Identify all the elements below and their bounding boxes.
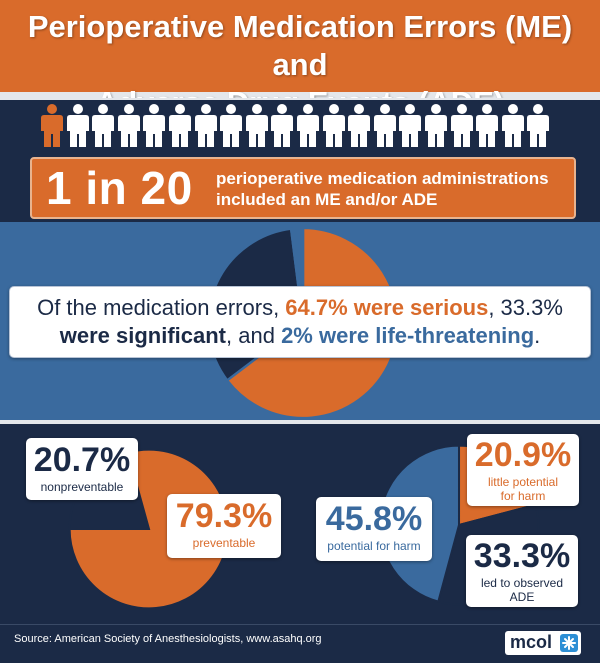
- headline-stat-box: 1 in 20 perioperative medication adminis…: [30, 157, 576, 219]
- little-harm-label-line-2: for harm: [500, 489, 546, 503]
- person-icon: [245, 104, 268, 147]
- person-icon: [501, 104, 524, 147]
- severity-text-part2: , 33.3%: [488, 295, 563, 320]
- person-icon: [271, 104, 294, 147]
- person-icon: [425, 104, 447, 147]
- severity-text-part1: Of the medication errors,: [37, 295, 286, 320]
- nonpreventable-label: nonpreventable: [40, 480, 124, 494]
- person-icon: [527, 104, 550, 147]
- title-line-1: Perioperative Medication Errors (ME) and: [27, 9, 573, 82]
- potential-harm-value: 45.8%: [325, 500, 423, 538]
- preventable-callout: 79.3% preventable: [167, 494, 281, 558]
- severity-callout: Of the medication errors, 64.7% were ser…: [9, 286, 591, 358]
- potential-harm-callout: 45.8% potential for harm: [316, 497, 432, 561]
- headline-stat-text: perioperative medication administrations…: [216, 168, 566, 210]
- person-icon: [348, 104, 371, 147]
- person-icon: [92, 104, 115, 147]
- source-text: Source: American Society of Anesthesiolo…: [14, 633, 322, 645]
- person-icon: [220, 104, 243, 147]
- person-icon: [297, 104, 319, 147]
- person-icon: [450, 104, 473, 147]
- person-icon: [66, 104, 89, 147]
- preventable-value: 79.3%: [175, 497, 273, 535]
- observed-ade-label-line-2: ADE: [509, 590, 535, 604]
- severity-significant-text: were significant: [59, 323, 227, 348]
- person-icon: [117, 104, 140, 147]
- mcol-logo: mcol: [505, 631, 581, 655]
- nonpreventable-value: 20.7%: [33, 441, 131, 479]
- observed-ade-callout: 33.3% led to observed ADE: [466, 535, 578, 607]
- headline-stat-text-line-1: perioperative medication administrations: [216, 169, 549, 188]
- observed-ade-label-line-1: led to observed: [480, 576, 564, 590]
- little-harm-label-line-1: little potential: [487, 475, 559, 489]
- person-icon: [194, 104, 217, 147]
- mcol-logo-icon: [560, 634, 578, 652]
- person-icon: [476, 104, 499, 147]
- title-band: [0, 0, 600, 92]
- person-icon: [322, 104, 345, 147]
- little-harm-value: 20.9%: [474, 436, 572, 474]
- severity-text-part4: .: [534, 323, 541, 348]
- headline-stat-text-line-2: included an ME and/or ADE: [216, 190, 438, 209]
- observed-ade-value: 33.3%: [473, 537, 571, 575]
- person-icon: [143, 104, 166, 147]
- preventable-label: preventable: [192, 536, 256, 550]
- severity-life-threatening-text: 2% were life-threatening: [281, 323, 535, 348]
- footer: [0, 624, 600, 663]
- severity-text-part3: , and: [226, 323, 282, 348]
- people-row: [40, 104, 560, 148]
- nonpreventable-callout: 20.7% nonpreventable: [26, 438, 138, 500]
- person-icon: [169, 104, 191, 147]
- severity-serious-text: 64.7% were serious: [285, 295, 489, 320]
- potential-harm-label: potential for harm: [327, 539, 421, 553]
- person-icon: [41, 104, 63, 147]
- headline-stat-value: 1 in 20: [46, 162, 193, 214]
- preventability-slice-preventable: [68, 448, 230, 610]
- mcol-logo-text: mcol: [510, 632, 553, 652]
- person-icon: [399, 104, 422, 147]
- person-icon: [373, 104, 396, 147]
- little-harm-callout: 20.9% little potential for harm: [467, 434, 579, 506]
